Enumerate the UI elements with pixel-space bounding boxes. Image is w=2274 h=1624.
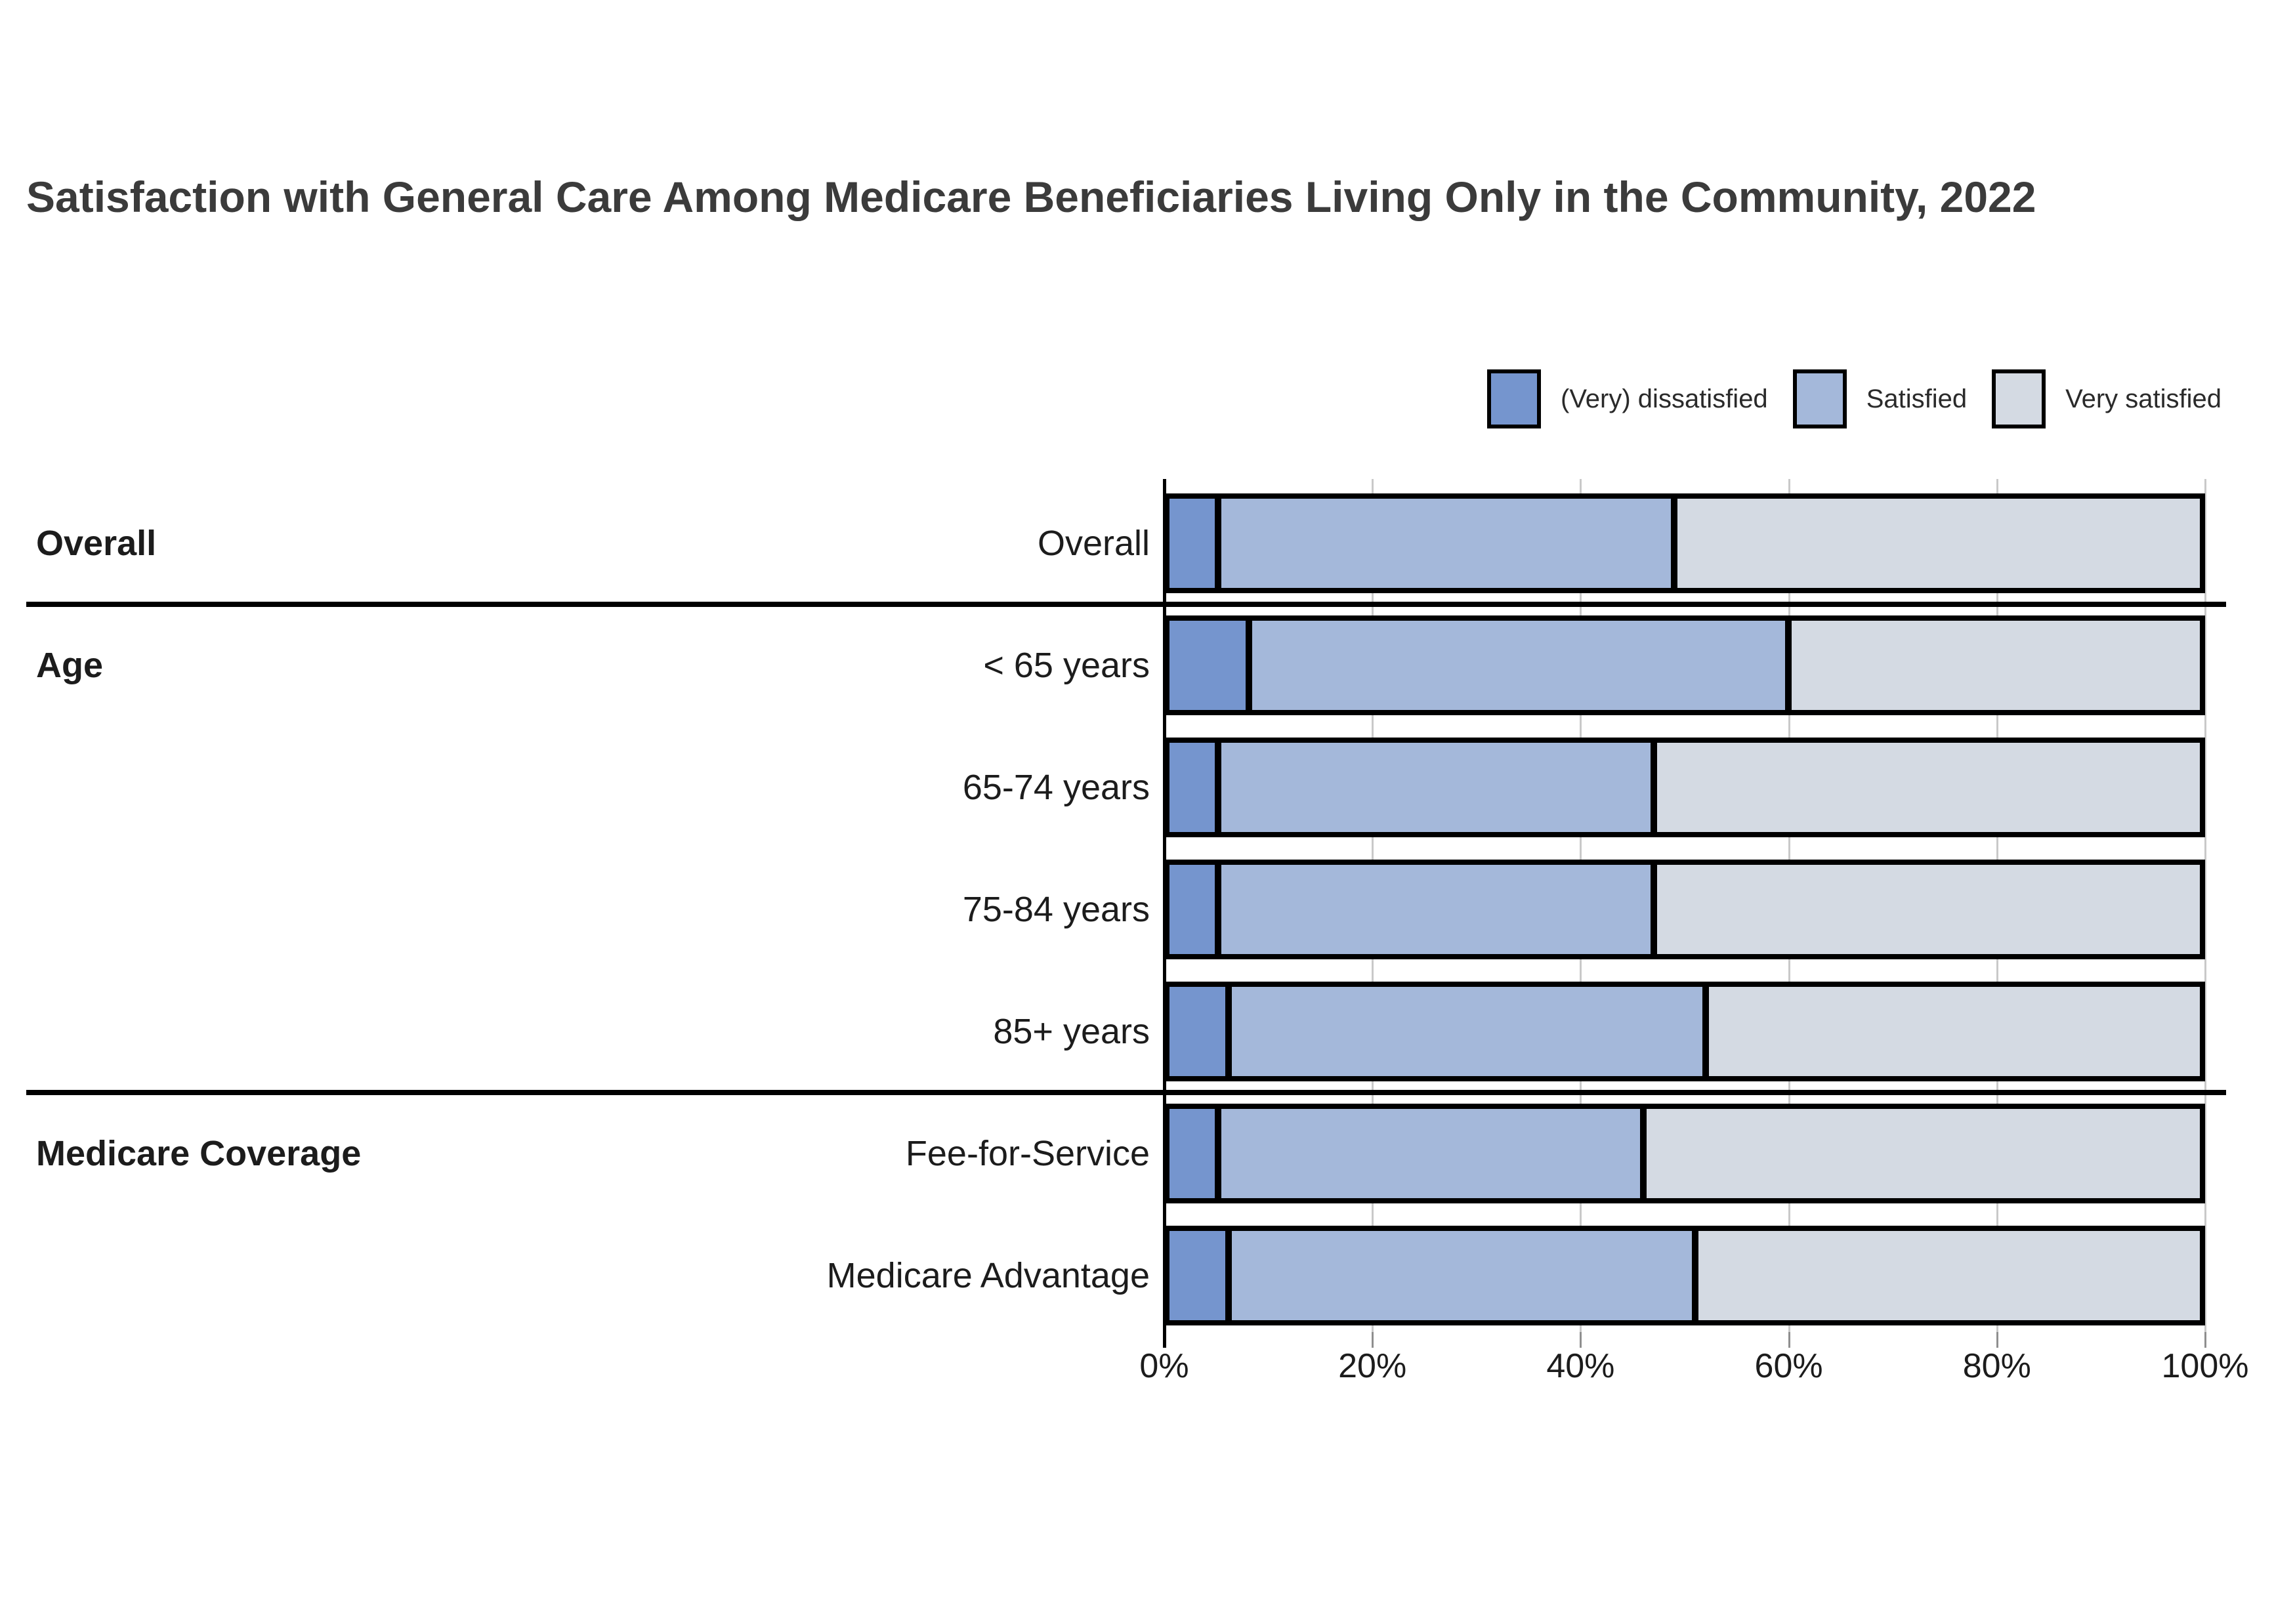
bar-segment-satisfied: [1218, 862, 1654, 957]
bar-segment-very-satisfied: [1674, 495, 2203, 591]
bar-segment-satisfied: [1228, 1228, 1695, 1323]
bar-row: [1164, 1226, 2205, 1325]
bar-segment-dissatisfied: [1166, 984, 1229, 1079]
gridline: [2204, 479, 2206, 1332]
x-tick-label: 0%: [1139, 1347, 1189, 1385]
bar-segment-satisfied: [1218, 739, 1654, 835]
bar-row: [1164, 860, 2205, 959]
bar-segment-dissatisfied: [1166, 1106, 1218, 1201]
row-label: Overall: [1037, 524, 1150, 563]
tick-mark: [1580, 1332, 1582, 1348]
bar-row: [1164, 982, 2205, 1081]
chart-legend: (Very) dissatisfied Satisfied Very satisfi…: [1487, 366, 2221, 432]
bar-segment-very-satisfied: [1653, 739, 2203, 835]
bar-row: [1164, 1104, 2205, 1203]
legend-item: (Very) dissatisfied: [1487, 369, 1768, 428]
bar-segment-satisfied: [1249, 617, 1788, 713]
legend-label: Very satisfied: [2065, 384, 2221, 413]
bar-row: [1164, 615, 2205, 715]
legend-swatch-dissatisfied: [1487, 369, 1542, 428]
x-tick-label: 100%: [2161, 1347, 2249, 1385]
bar-segment-very-satisfied: [1643, 1106, 2203, 1201]
legend-label: Satisfied: [1866, 384, 1968, 413]
bar-segment-very-satisfied: [1705, 984, 2203, 1079]
row-label: Fee-for-Service: [905, 1134, 1150, 1173]
group-label: Medicare Coverage: [36, 1134, 362, 1173]
row-label: 85+ years: [993, 1012, 1150, 1051]
x-tick-label: 40%: [1546, 1347, 1615, 1385]
tick-mark: [1372, 1332, 1374, 1348]
row-label: Medicare Advantage: [826, 1256, 1150, 1295]
bar-segment-dissatisfied: [1166, 862, 1218, 957]
bar-row: [1164, 493, 2205, 593]
group-label: Overall: [36, 524, 157, 563]
bar-row: [1164, 738, 2205, 837]
legend-label: (Very) dissatisfied: [1561, 384, 1768, 413]
row-label: < 65 years: [983, 646, 1150, 685]
group-label: Age: [36, 646, 104, 685]
legend-item: Satisfied: [1792, 369, 1968, 428]
row-label: 65-74 years: [962, 768, 1150, 807]
chart-title: Satisfaction with General Care Among Med…: [26, 173, 2036, 221]
bar-segment-satisfied: [1228, 984, 1706, 1079]
legend-item: Very satisfied: [1992, 369, 2221, 428]
bar-segment-very-satisfied: [1695, 1228, 2203, 1323]
bar-segment-dissatisfied: [1166, 617, 1250, 713]
row-label: 75-84 years: [962, 890, 1150, 929]
bar-segment-dissatisfied: [1166, 1228, 1229, 1323]
bar-segment-satisfied: [1218, 1106, 1643, 1201]
tick-mark: [1788, 1332, 1790, 1348]
legend-swatch-very-satisfied: [1992, 369, 2046, 428]
bar-segment-dissatisfied: [1166, 495, 1218, 591]
group-divider: [26, 1090, 2226, 1095]
group-divider: [26, 602, 2226, 607]
bar-segment-dissatisfied: [1166, 739, 1218, 835]
bar-segment-very-satisfied: [1788, 617, 2203, 713]
x-tick-label: 60%: [1754, 1347, 1823, 1385]
bar-segment-very-satisfied: [1653, 862, 2203, 957]
legend-swatch-satisfied: [1792, 369, 1847, 428]
x-tick-label: 20%: [1338, 1347, 1407, 1385]
tick-mark: [1996, 1332, 1998, 1348]
bar-segment-satisfied: [1218, 495, 1675, 591]
x-tick-label: 80%: [1962, 1347, 2031, 1385]
tick-mark: [2204, 1332, 2206, 1348]
